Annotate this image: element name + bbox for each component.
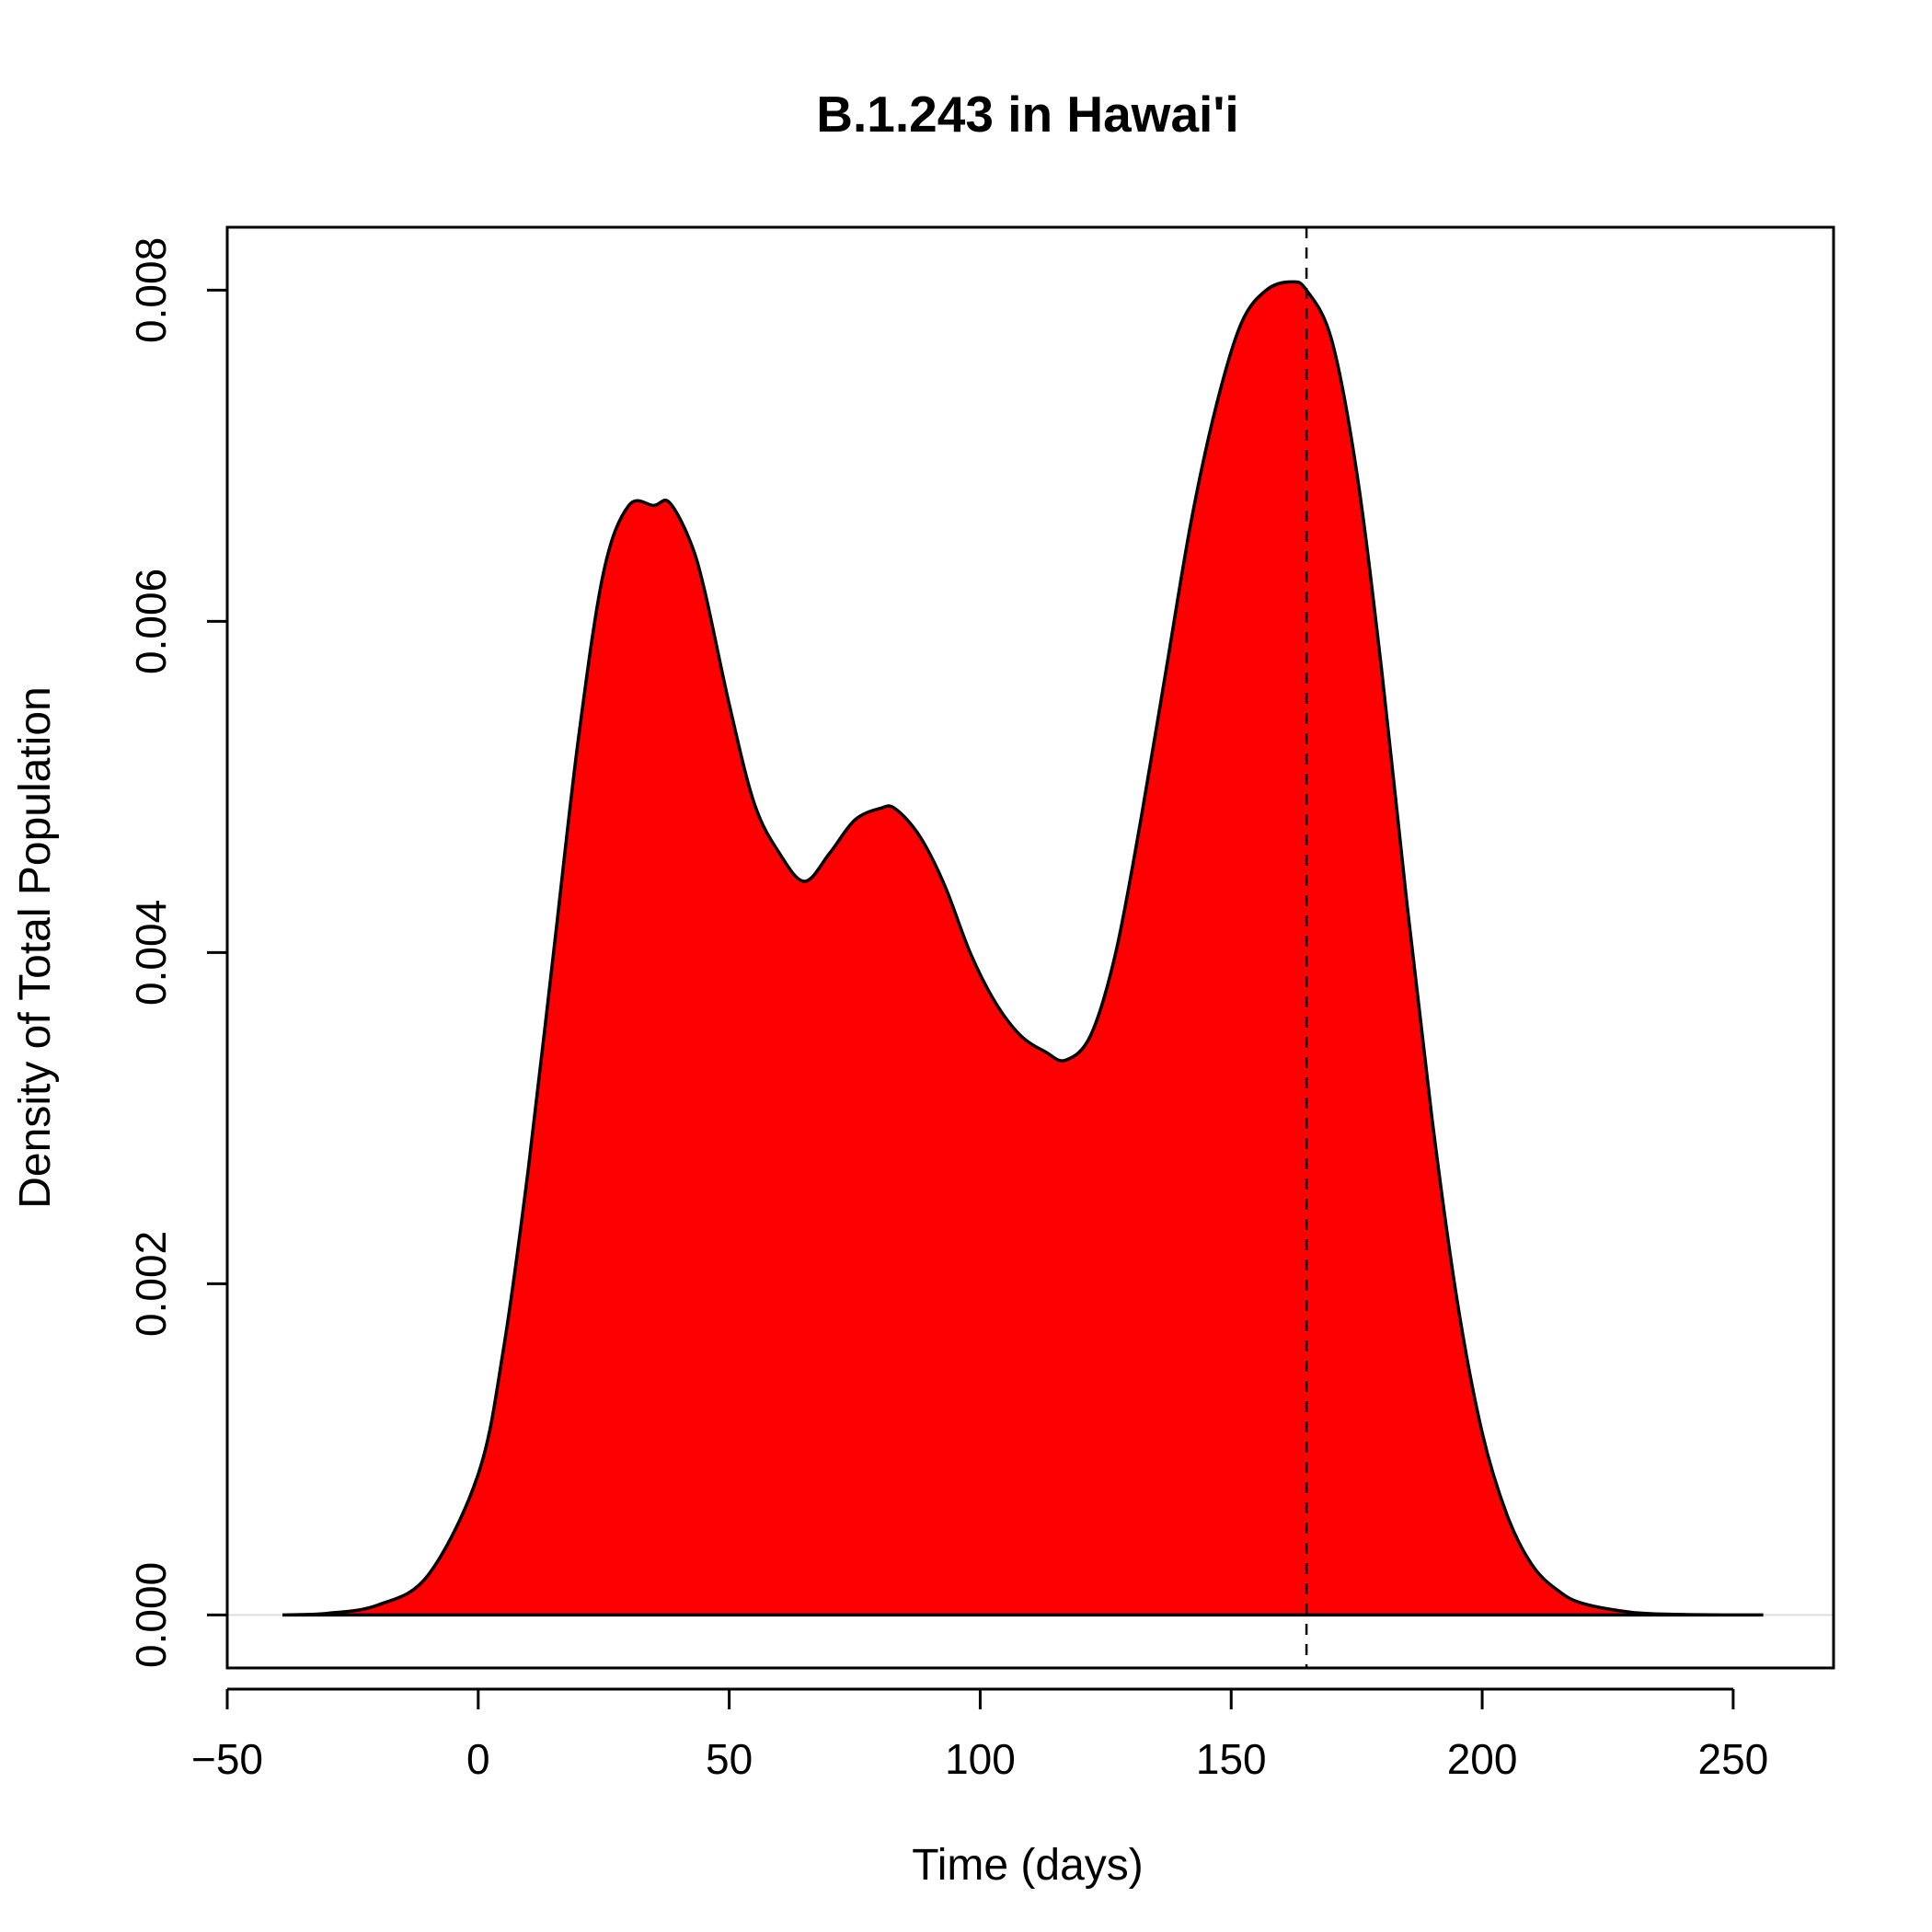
x-tick-label: 0 <box>466 1735 490 1783</box>
y-tick-label: 0.000 <box>127 1562 175 1668</box>
plot-frame <box>225 225 1835 1670</box>
plot-area <box>227 227 1834 1668</box>
x-tick-label: 150 <box>1196 1735 1267 1783</box>
x-tick-label: 200 <box>1447 1735 1518 1783</box>
x-tick-label: 50 <box>706 1735 753 1783</box>
y-tick-label: 0.008 <box>127 237 175 343</box>
density-line <box>282 280 1764 1617</box>
y-axis: 0.000 0.002 0.004 0.006 0.008 <box>127 237 227 1668</box>
y-tick-label: 0.002 <box>127 1231 175 1337</box>
x-axis-label: Time (days) <box>912 1841 1144 1890</box>
x-axis: −50 0 50 100 150 200 250 <box>191 1687 1769 1783</box>
y-tick-label: 0.006 <box>127 569 175 674</box>
x-tick-label: −50 <box>191 1735 263 1783</box>
density-area <box>282 282 1764 1616</box>
x-tick-label: 250 <box>1698 1735 1769 1783</box>
chart-title: B.1.243 in Hawai'i <box>816 86 1238 143</box>
y-axis-label: Density of Total Population <box>11 686 60 1208</box>
x-tick-label: 100 <box>945 1735 1016 1783</box>
y-tick-label: 0.004 <box>127 900 175 1006</box>
